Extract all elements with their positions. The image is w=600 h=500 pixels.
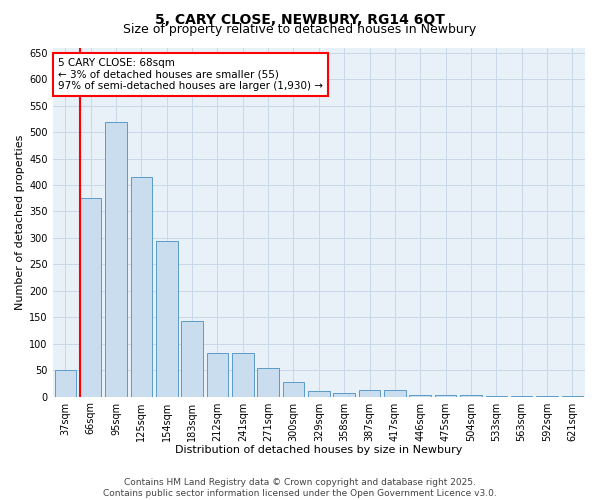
Bar [359,390,380,396]
Bar [80,198,101,396]
Bar [257,368,279,396]
Bar [156,240,178,396]
Bar [283,382,304,396]
Bar [460,395,482,396]
Bar [308,392,329,396]
Text: Contains HM Land Registry data © Crown copyright and database right 2025.
Contai: Contains HM Land Registry data © Crown c… [103,478,497,498]
Bar [131,177,152,396]
Bar [55,370,76,396]
Bar [334,393,355,396]
Y-axis label: Number of detached properties: Number of detached properties [15,134,25,310]
Bar [206,352,228,397]
Text: 5, CARY CLOSE, NEWBURY, RG14 6QT: 5, CARY CLOSE, NEWBURY, RG14 6QT [155,12,445,26]
Text: Size of property relative to detached houses in Newbury: Size of property relative to detached ho… [124,22,476,36]
Bar [181,321,203,396]
Bar [435,395,457,396]
Bar [232,352,254,397]
X-axis label: Distribution of detached houses by size in Newbury: Distribution of detached houses by size … [175,445,463,455]
Bar [105,122,127,396]
Text: 5 CARY CLOSE: 68sqm
← 3% of detached houses are smaller (55)
97% of semi-detache: 5 CARY CLOSE: 68sqm ← 3% of detached hou… [58,58,323,91]
Bar [409,395,431,396]
Bar [384,390,406,396]
